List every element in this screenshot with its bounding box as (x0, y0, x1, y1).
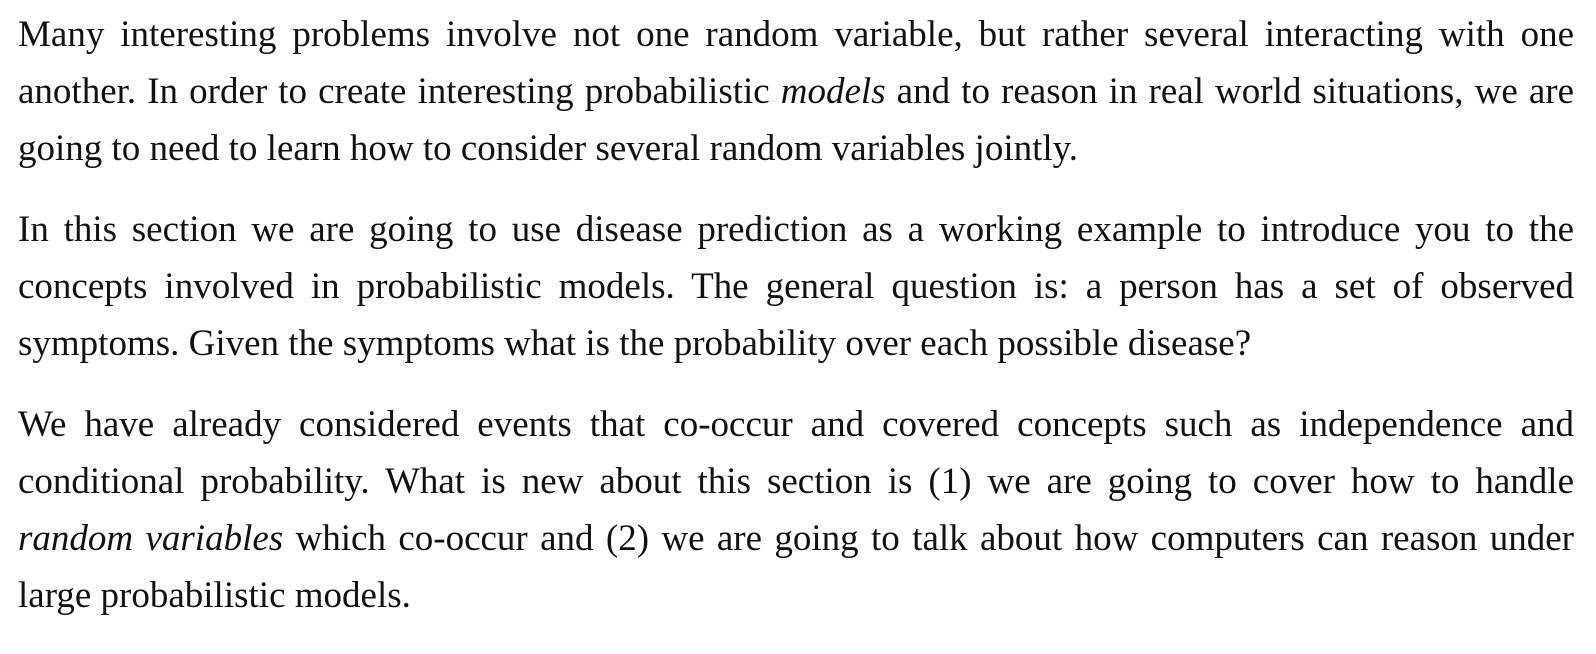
paragraph-disease-prediction: In this section we are going to use dise… (18, 201, 1574, 372)
emphasis-random-variables: random variables (18, 518, 284, 559)
paragraph-disease-prediction-text: In this section we are going to use dise… (18, 209, 1574, 364)
paragraph-intro: Many interesting problems involve not on… (18, 6, 1574, 177)
emphasis-models: models (780, 71, 886, 112)
paragraph-whats-new-text-end: which co-occur and (2) we are going to t… (18, 518, 1574, 616)
paragraph-intro-text-end: and to reason in real world situations, … (18, 71, 1574, 169)
paragraph-whats-new: We have already considered events that c… (18, 396, 1574, 624)
paragraph-whats-new-text: We have already considered events that c… (18, 404, 1574, 502)
paragraph-intro-text: Many interesting problems involve not on… (18, 14, 1574, 112)
document-body: Many interesting problems involve not on… (18, 6, 1574, 624)
